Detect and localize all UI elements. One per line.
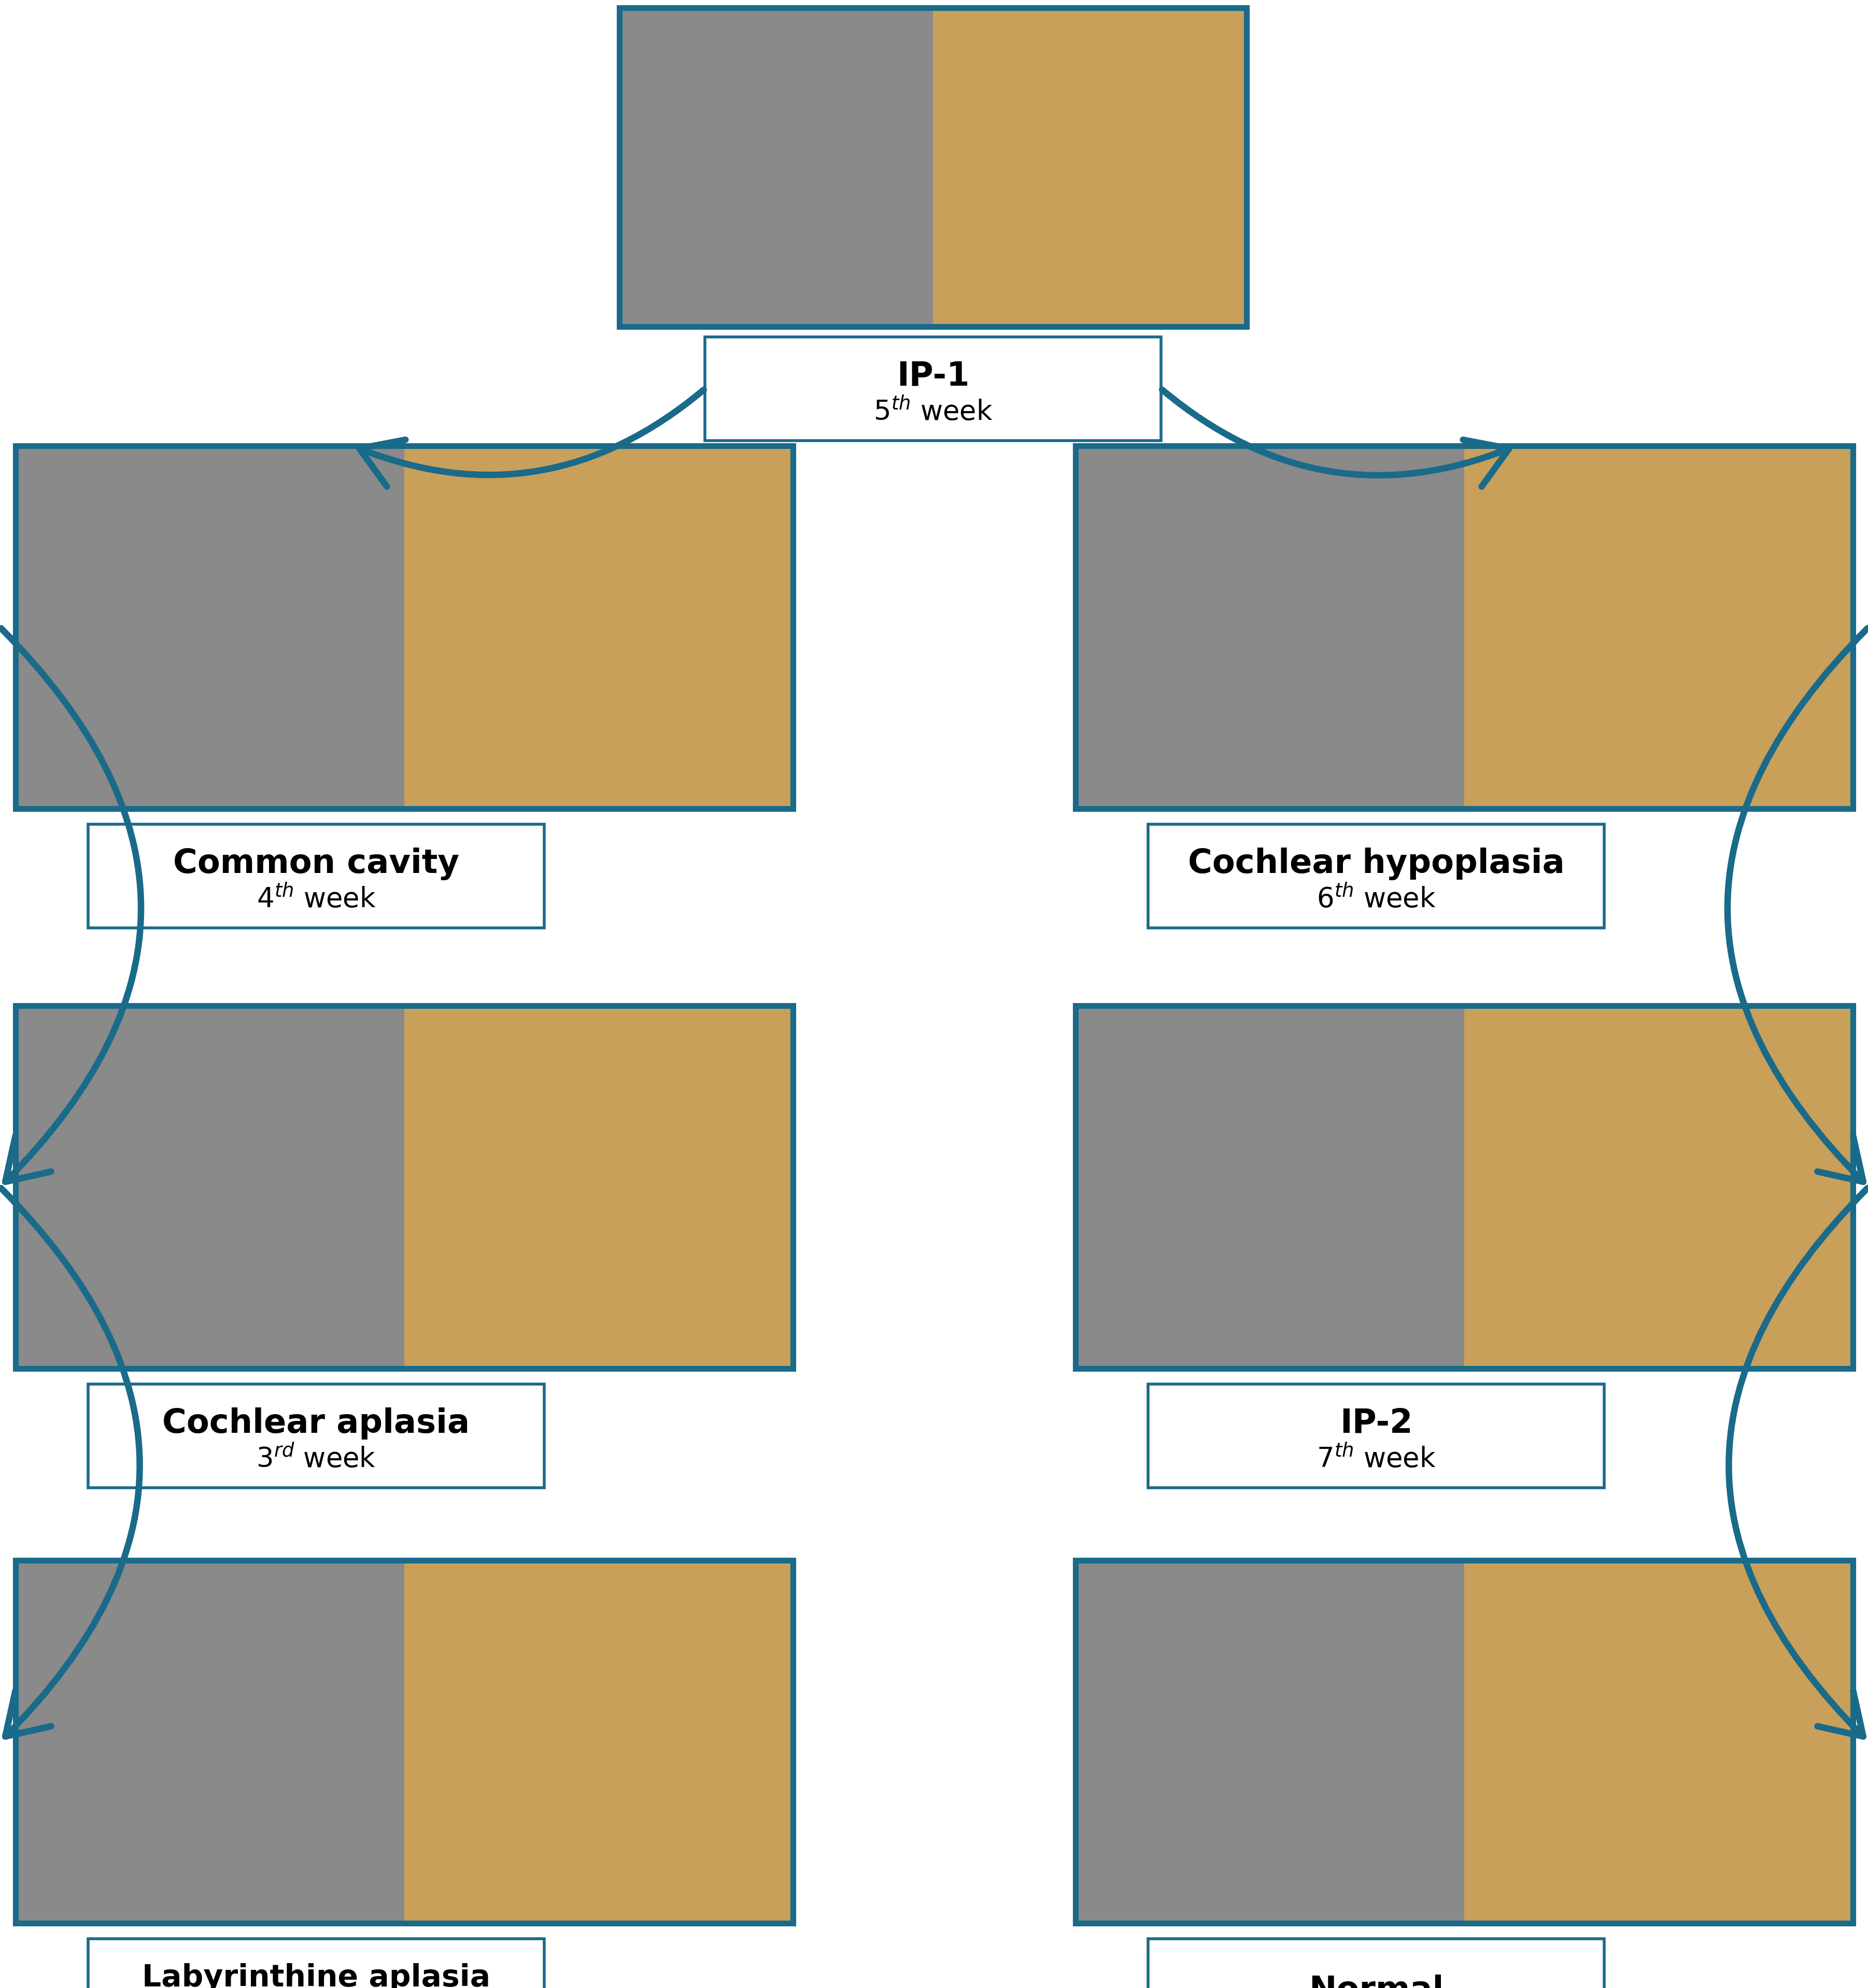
Text: IP-2: IP-2 [1339, 1408, 1412, 1439]
FancyArrowPatch shape [1728, 1189, 1868, 1736]
FancyArrowPatch shape [1162, 390, 1509, 487]
FancyBboxPatch shape [620, 8, 932, 326]
Text: $7^{th}$ week: $7^{th}$ week [1317, 1445, 1436, 1473]
FancyArrowPatch shape [359, 390, 704, 487]
FancyBboxPatch shape [1149, 1384, 1605, 1390]
FancyBboxPatch shape [88, 1938, 544, 1944]
FancyBboxPatch shape [932, 8, 1246, 326]
FancyBboxPatch shape [1465, 445, 1853, 809]
Text: Labyrinthine aplasia: Labyrinthine aplasia [142, 1964, 491, 1988]
FancyBboxPatch shape [1149, 825, 1605, 831]
FancyArrowPatch shape [2, 1189, 140, 1736]
FancyBboxPatch shape [403, 1561, 794, 1922]
FancyArrowPatch shape [2, 628, 140, 1181]
FancyBboxPatch shape [15, 1561, 403, 1922]
Text: Cochlear hypoplasia: Cochlear hypoplasia [1188, 847, 1565, 881]
FancyBboxPatch shape [88, 1384, 544, 1487]
FancyBboxPatch shape [1076, 445, 1465, 809]
FancyBboxPatch shape [1149, 825, 1605, 928]
FancyBboxPatch shape [1149, 1938, 1605, 1944]
FancyBboxPatch shape [15, 445, 403, 809]
Text: $5^{th}$ week: $5^{th}$ week [872, 398, 992, 425]
FancyBboxPatch shape [403, 1006, 794, 1368]
FancyBboxPatch shape [704, 336, 1162, 344]
FancyBboxPatch shape [88, 825, 544, 928]
FancyBboxPatch shape [88, 825, 544, 831]
Text: IP-1: IP-1 [897, 360, 969, 392]
FancyBboxPatch shape [704, 336, 1162, 441]
Text: Cochlear aplasia: Cochlear aplasia [163, 1408, 471, 1439]
FancyArrowPatch shape [1728, 628, 1868, 1181]
Text: Normal: Normal [1309, 1974, 1444, 1988]
FancyBboxPatch shape [1149, 1384, 1605, 1487]
FancyBboxPatch shape [88, 1384, 544, 1390]
FancyBboxPatch shape [1076, 1006, 1465, 1368]
Text: $4^{th}$ week: $4^{th}$ week [256, 885, 375, 912]
FancyBboxPatch shape [403, 445, 794, 809]
FancyBboxPatch shape [1149, 1938, 1605, 1988]
Text: $3^{rd}$ week: $3^{rd}$ week [256, 1445, 375, 1473]
FancyBboxPatch shape [88, 1938, 544, 1988]
Text: Common cavity: Common cavity [174, 847, 460, 881]
Text: $6^{th}$ week: $6^{th}$ week [1317, 885, 1436, 912]
FancyBboxPatch shape [1076, 1561, 1465, 1922]
FancyBboxPatch shape [1465, 1561, 1853, 1922]
FancyBboxPatch shape [1465, 1006, 1853, 1368]
FancyBboxPatch shape [15, 1006, 403, 1368]
